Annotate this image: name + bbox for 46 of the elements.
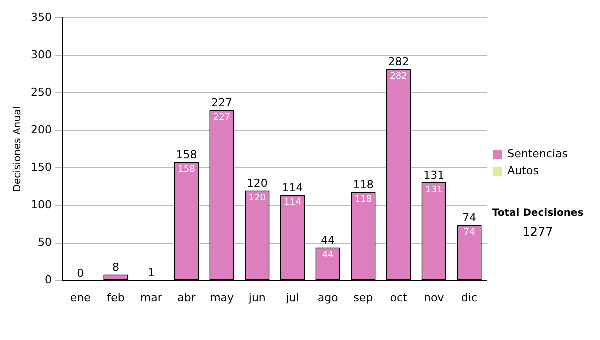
total-label: 282 (388, 55, 410, 68)
x-tick-label: ago (318, 291, 339, 304)
x-tick-label: nov (424, 291, 445, 304)
y-tick-label: 100 (30, 198, 52, 212)
x-tick-label: ene (70, 291, 92, 304)
y-tick-label: 50 (38, 236, 52, 250)
data-label: 44 (322, 250, 334, 261)
data-label: 118 (354, 195, 372, 206)
x-tick-label: abr (178, 291, 196, 304)
y-tick-label: 150 (30, 161, 52, 174)
x-tick-label: oct (390, 291, 408, 304)
total-label: 120 (246, 177, 268, 190)
total-label: 74 (462, 212, 476, 225)
data-label: 120 (248, 194, 266, 204)
y-tick-label: 0 (44, 274, 52, 287)
legend-label: Sentencias (508, 147, 568, 160)
x-tick-label: jul (285, 291, 300, 304)
y-tick-label: 250 (30, 86, 52, 99)
data-label: 227 (213, 113, 231, 124)
total-label: 118 (352, 178, 374, 192)
legend-label: Autos (508, 164, 540, 178)
data-label: 158 (178, 165, 196, 176)
data-label: 74 (464, 228, 476, 238)
data-label: 114 (284, 198, 302, 208)
total-label: 44 (321, 234, 336, 248)
x-tick-label: jun (248, 291, 266, 304)
y-tick-label: 350 (30, 10, 52, 24)
total-label: 0 (77, 267, 84, 280)
total-label: 227 (212, 96, 233, 110)
total-label: 1 (148, 266, 155, 280)
x-tick-label: sep (354, 291, 374, 304)
y-tick-label: 200 (30, 123, 52, 136)
text: Total Decisiones (491, 208, 585, 219)
total-label: 8 (112, 261, 120, 274)
total-label: 131 (424, 168, 445, 182)
x-tick-label: dic (461, 291, 478, 304)
data-label: 131 (426, 185, 443, 196)
x-tick-label: may (210, 291, 235, 304)
y-tick-label: 300 (30, 48, 52, 62)
x-tick-label: mar (140, 291, 163, 304)
data-label: 282 (390, 72, 408, 82)
total-label: 114 (282, 182, 304, 195)
total-label: 158 (176, 148, 198, 162)
y-axis-title: Decisiones Anual (12, 106, 24, 192)
text: 1277 (522, 225, 554, 239)
x-tick-label: feb (107, 291, 125, 304)
